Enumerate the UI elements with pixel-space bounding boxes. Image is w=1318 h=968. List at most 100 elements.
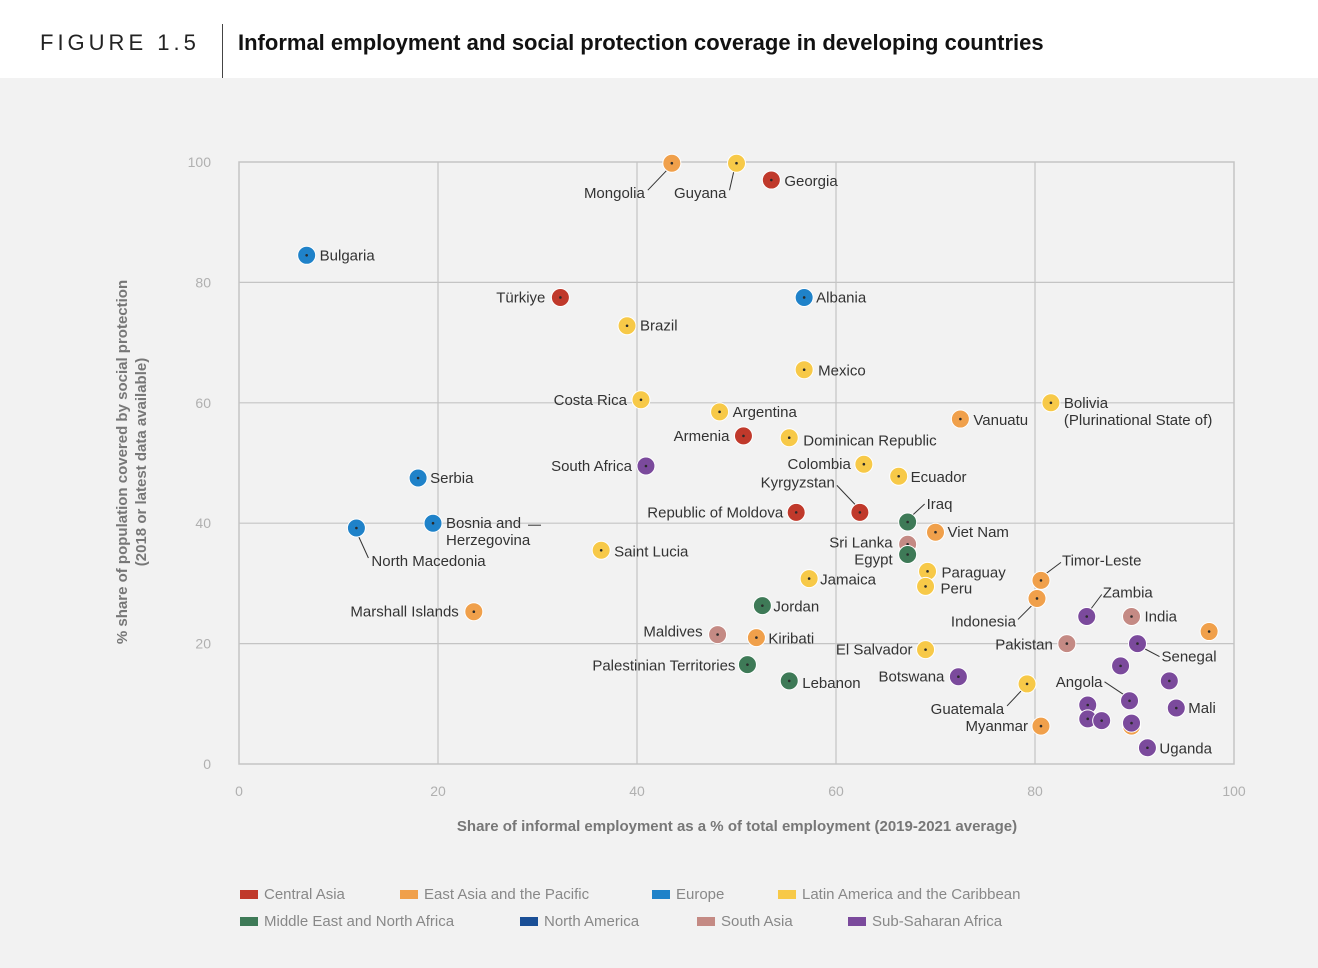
legend-swatch: [652, 889, 670, 899]
point-label: Viet Nam: [948, 524, 1009, 541]
legend-label: North America: [544, 913, 640, 930]
data-point-center: [862, 462, 866, 466]
data-point-center: [716, 633, 719, 636]
point-label: Albania: [816, 289, 867, 306]
data-point-center: [625, 324, 629, 328]
label-leader-line: [647, 167, 670, 191]
data-point-center: [305, 254, 308, 257]
legend-item: East Asia and the Pacific: [400, 886, 589, 903]
data-point-center: [472, 610, 476, 613]
data-point-center: [761, 604, 764, 607]
figure-title: Informal employment and social protectio…: [238, 30, 1044, 55]
point-label: Vanuatu: [973, 412, 1028, 429]
point-label: Mali: [1188, 700, 1216, 717]
x-tick-label: 80: [1027, 783, 1043, 799]
point-label: Angola: [1056, 674, 1103, 691]
label-leader-line: [1006, 688, 1024, 707]
data-point-center: [802, 368, 806, 371]
legend-swatch: [240, 916, 258, 926]
legend-item: South Asia: [697, 913, 793, 930]
axis-ticks: 0 20 40 60 80 100 0 20 40 60 80 100: [188, 154, 1246, 799]
data-point-center: [416, 476, 420, 480]
point-label: Iraq: [927, 496, 953, 513]
label-leader-line: [1142, 647, 1160, 658]
data-point-center: [897, 474, 900, 478]
header-divider: [222, 24, 223, 78]
data-point-center: [787, 436, 791, 440]
data-point-center: [1100, 719, 1103, 722]
legend-swatch: [240, 889, 258, 899]
data-point-center: [1128, 699, 1131, 703]
point-label: North Macedonia: [371, 553, 486, 570]
data-point-center: [1086, 703, 1090, 707]
data-point-center: [924, 648, 927, 651]
legend-label: Middle East and North Africa: [264, 913, 455, 930]
data-point-center: [431, 521, 435, 525]
data-point-center: [1035, 597, 1039, 600]
data-point-center: [1039, 579, 1043, 582]
point-label: Maldives: [643, 624, 702, 641]
legend-label: Sub-Saharan Africa: [872, 913, 1003, 930]
label-leader-line: [1104, 681, 1126, 697]
data-point-center: [718, 410, 721, 414]
data-point-center: [755, 636, 758, 639]
point-label: Republic of Moldova: [647, 504, 784, 521]
data-point-center: [807, 577, 811, 580]
point-label: Myanmar: [965, 718, 1028, 735]
point-label: Costa Rica: [554, 392, 628, 409]
point-label: Timor-Leste: [1062, 552, 1141, 569]
data-point-center: [926, 570, 929, 573]
data-point-center: [1207, 630, 1211, 633]
data-points: [297, 153, 1219, 758]
data-point-center: [906, 553, 909, 556]
data-point-center: [1025, 682, 1029, 686]
data-point-center: [794, 511, 798, 514]
data-point-center: [746, 663, 749, 666]
data-point-center: [1130, 721, 1133, 725]
x-axis-title: Share of informal employment as a % of t…: [457, 818, 1017, 835]
point-labels: Bulgaria Serbia Bosnia and Herzegovina North…: [320, 173, 1217, 758]
point-label: Lebanon: [802, 675, 860, 692]
data-point-center: [1086, 717, 1090, 721]
data-point-center: [639, 398, 643, 402]
point-label: Dominican Republic: [803, 433, 937, 450]
legend-swatch: [400, 889, 418, 899]
data-point-center: [1049, 401, 1053, 405]
point-label: Jordan: [773, 599, 819, 616]
y-tick-label: 20: [195, 636, 211, 652]
legend-item: Middle East and North Africa: [240, 913, 454, 930]
data-point-center: [355, 526, 358, 530]
point-label: Argentina: [733, 404, 798, 421]
point-label: Ecuador: [911, 469, 967, 486]
x-tick-label: 20: [430, 783, 446, 799]
point-label: Bolivia (Plurinational State of): [1064, 395, 1212, 429]
point-label: Zambia: [1103, 585, 1154, 602]
point-label: Guyana: [674, 185, 727, 202]
point-label: Saint Lucia: [614, 543, 689, 560]
legend-item: Latin America and the Caribbean: [778, 886, 1020, 903]
data-point-center: [906, 520, 909, 524]
point-label: Marshall Islands: [350, 604, 458, 621]
data-point-center: [959, 417, 962, 421]
point-label: Bulgaria: [320, 247, 376, 264]
data-point-center: [770, 178, 773, 182]
point-label: Armenia: [674, 428, 731, 445]
data-point-center: [1130, 615, 1133, 618]
data-point-center: [599, 548, 603, 552]
x-tick-label: 100: [1222, 783, 1246, 799]
label-leader-line: [911, 503, 925, 517]
point-label: Türkiye: [496, 289, 545, 306]
data-point-center: [1146, 746, 1149, 750]
y-axis-title-line2: (2018 or latest data available): [133, 358, 150, 566]
y-tick-label: 100: [188, 154, 212, 170]
data-point-center: [1039, 724, 1043, 728]
figure-header: FIGURE 1.5 Informal employment and socia…: [0, 0, 1318, 78]
point-label: Serbia: [430, 470, 474, 487]
point-label: Bosnia and Herzegovina: [446, 515, 531, 549]
label-leader-lines: [357, 167, 1160, 707]
label-leader-line: [1017, 604, 1034, 620]
legend-label: Europe: [676, 886, 725, 903]
y-tick-label: 40: [195, 515, 211, 531]
label-leader-line: [357, 535, 369, 559]
